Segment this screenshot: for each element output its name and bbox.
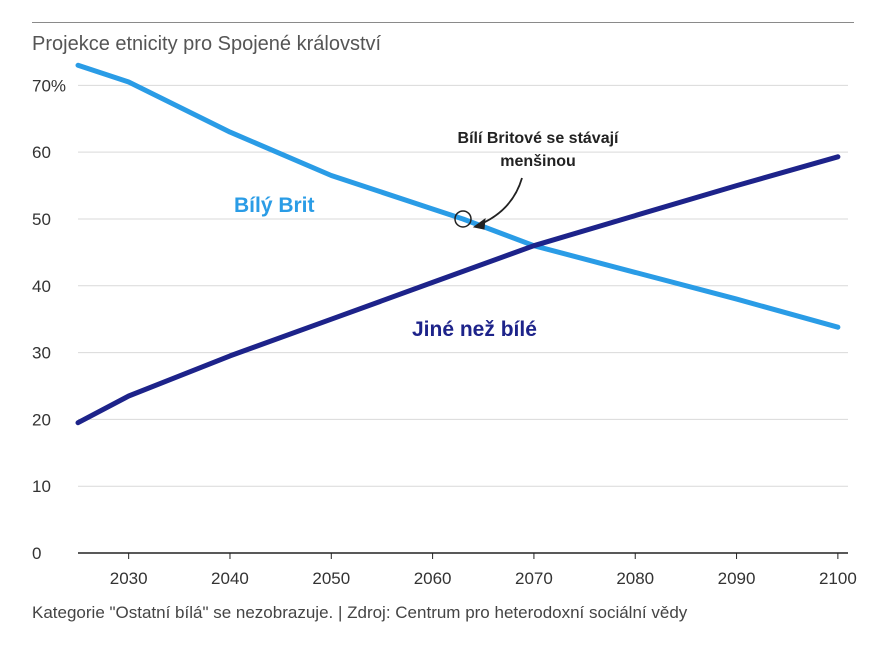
series-line-0 — [75, 62, 841, 330]
annotation-text: menšinou — [500, 153, 576, 170]
chart-title: Projekce etnicity pro Spojené království — [32, 33, 382, 55]
x-tick-label: 2070 — [515, 569, 553, 588]
series-label-1: Jiné než bílé — [412, 318, 537, 341]
y-tick-label: 10 — [32, 477, 51, 496]
y-tick-label: 20 — [32, 410, 51, 429]
x-tick-label: 2060 — [414, 569, 452, 588]
grid-lines — [78, 84, 848, 554]
series-labels: Bílý Brit Jiné než bílé — [234, 194, 537, 341]
x-tick-label: 2100 — [819, 569, 857, 588]
x-tick-label: 2090 — [718, 569, 756, 588]
y-tick-label: 60 — [32, 143, 51, 162]
y-tick-label: 30 — [32, 344, 51, 363]
annotation-marker — [454, 210, 472, 228]
annotation-text: Bílí Britové se stávají — [458, 130, 620, 147]
y-axis-ticks: 0 10 20 30 40 50 60 70% — [32, 76, 66, 563]
x-tick-label: 2050 — [312, 569, 350, 588]
y-tick-label: 70% — [32, 76, 66, 95]
annotation: Bílí Britové se stávají menšinou — [454, 130, 620, 230]
y-tick-label: 0 — [32, 544, 41, 563]
series-line-1 — [75, 154, 841, 426]
annotation-arrowhead — [472, 217, 486, 230]
series-label-0: Bílý Brit — [234, 194, 315, 217]
x-tick-label: 2040 — [211, 569, 249, 588]
chart-footer: Kategorie "Ostatní bílá" se nezobrazuje.… — [32, 603, 688, 622]
x-tick-label: 2030 — [110, 569, 148, 588]
top-rule — [32, 22, 854, 23]
series-lines — [75, 62, 841, 426]
x-tick-label: 2080 — [616, 569, 654, 588]
y-tick-label: 50 — [32, 210, 51, 229]
y-tick-label: 40 — [32, 277, 51, 296]
x-axis-ticks: 2030 2040 2050 2060 2070 2080 2090 2100 — [110, 553, 857, 588]
